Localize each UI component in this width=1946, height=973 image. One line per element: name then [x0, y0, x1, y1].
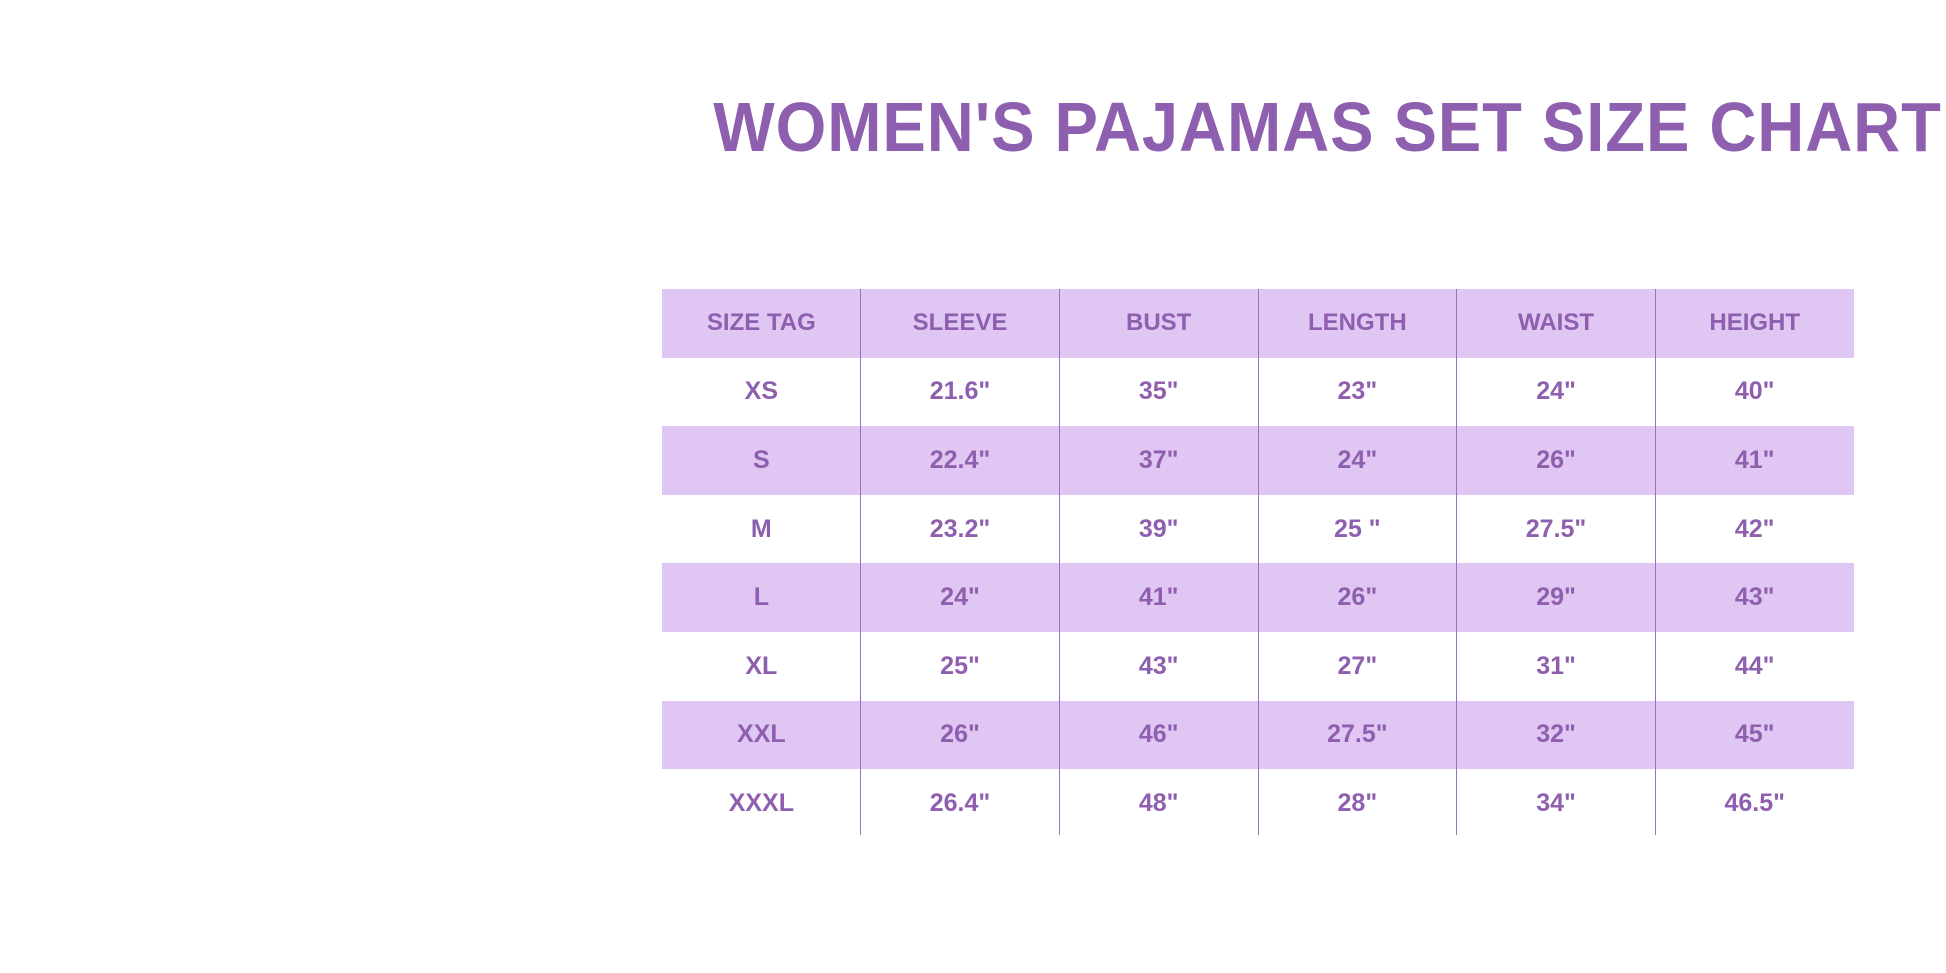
cell-waist: 27.5"	[1525, 514, 1587, 543]
cell-bust: 48"	[1138, 788, 1179, 817]
column-divider	[860, 289, 861, 835]
cell-waist: 29"	[1536, 583, 1576, 612]
cell-size-tag: XXL	[737, 720, 786, 749]
header-waist: WAIST	[1518, 309, 1595, 337]
header-length: LENGTH	[1308, 309, 1407, 337]
column-divider	[1655, 289, 1656, 835]
cell-waist: 34"	[1536, 788, 1576, 817]
cell-size-tag: M	[750, 514, 772, 543]
cell-height: 46.5"	[1724, 788, 1785, 817]
table-row: XXXL 26.4" 48" 28" 34" 46.5"	[662, 769, 1854, 838]
header-size-tag: SIZE TAG	[706, 309, 816, 337]
cell-height: 43"	[1734, 583, 1775, 612]
cell-sleeve: 25"	[940, 651, 980, 680]
cell-size-tag: XXXL	[728, 788, 794, 817]
cell-size-tag: XS	[744, 377, 779, 406]
cell-height: 40"	[1734, 377, 1775, 406]
cell-sleeve: 23.2"	[929, 514, 991, 543]
cell-length: 27.5"	[1327, 720, 1388, 749]
cell-length: 28"	[1337, 788, 1378, 817]
cell-waist: 24"	[1536, 377, 1576, 406]
cell-sleeve: 24"	[940, 583, 980, 612]
column-divider	[1059, 289, 1060, 835]
header-sleeve: SLEEVE	[912, 309, 1008, 337]
cell-sleeve: 26"	[940, 720, 980, 749]
cell-waist: 32"	[1536, 720, 1576, 749]
cell-bust: 39"	[1138, 514, 1179, 543]
table-row: M 23.2" 39" 25 " 27.5" 42"	[662, 495, 1854, 564]
cell-bust: 43"	[1138, 651, 1179, 680]
header-height: HEIGHT	[1709, 309, 1801, 337]
cell-length: 24"	[1337, 445, 1378, 474]
cell-height: 45"	[1734, 720, 1775, 749]
cell-size-tag: L	[753, 583, 769, 612]
page-title: WOMEN'S PAJAMAS SET SIZE CHART	[713, 88, 1942, 166]
column-divider	[1258, 289, 1259, 835]
cell-waist: 26"	[1536, 445, 1576, 474]
table-row: XL 25" 43" 27" 31" 44"	[662, 632, 1854, 701]
cell-sleeve: 26.4"	[929, 788, 991, 817]
cell-height: 42"	[1734, 514, 1775, 543]
cell-sleeve: 21.6"	[929, 377, 991, 406]
table-row: XS 21.6" 35" 23" 24" 40"	[662, 358, 1854, 427]
cell-bust: 46"	[1138, 720, 1179, 749]
cell-bust: 37"	[1138, 445, 1179, 474]
cell-length: 25 "	[1334, 514, 1381, 543]
cell-length: 23"	[1337, 377, 1378, 406]
cell-height: 41"	[1734, 445, 1775, 474]
cell-length: 27"	[1337, 651, 1378, 680]
cell-waist: 31"	[1536, 651, 1576, 680]
cell-size-tag: S	[752, 445, 770, 474]
cell-bust: 41"	[1138, 583, 1179, 612]
cell-bust: 35"	[1138, 377, 1179, 406]
cell-size-tag: XL	[745, 651, 778, 680]
cell-height: 44"	[1734, 651, 1775, 680]
column-divider	[1456, 289, 1457, 835]
header-bust: BUST	[1126, 309, 1192, 337]
cell-length: 26"	[1337, 583, 1378, 612]
cell-sleeve: 22.4"	[929, 445, 991, 474]
